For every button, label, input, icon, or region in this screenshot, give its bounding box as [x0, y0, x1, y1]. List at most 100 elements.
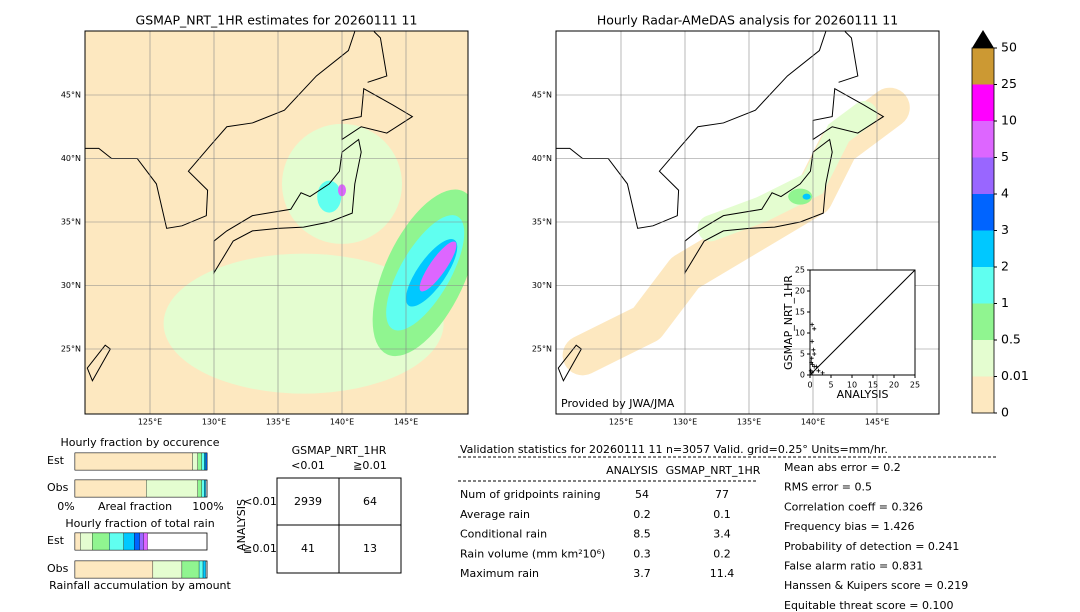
stat-value: 0.2 [713, 547, 731, 560]
col-label: <0.01 [291, 459, 325, 472]
y-axis-label: GSMAP_NRT_1HR [782, 275, 795, 370]
colorbar-label: 0.5 [1001, 332, 1021, 347]
score: Frequency bias = 1.426 [784, 520, 915, 533]
stat-value: 0.2 [633, 508, 651, 521]
coastline [86, 344, 111, 382]
fraction-segment [192, 452, 198, 471]
stat-value: 3.7 [633, 567, 651, 580]
fraction-segment [139, 532, 144, 551]
colorbar-segment [972, 48, 994, 85]
fraction-segment [204, 452, 206, 471]
lon-label: 135°E [266, 418, 290, 427]
rain-area [802, 193, 811, 200]
rain-area [788, 188, 813, 205]
fraction-segment [123, 532, 135, 551]
lon-label: 140°E [330, 418, 354, 427]
colorbar-segment [972, 267, 994, 304]
x-axis-label: ANALYSIS [837, 388, 889, 401]
colorbar-segment [972, 340, 994, 377]
table-cell: 64 [363, 495, 377, 508]
scatter-point [812, 364, 817, 369]
x-tick-label: 15 [868, 381, 878, 390]
coastline [557, 344, 582, 382]
colorbar-segment [972, 194, 994, 231]
lon-label: 125°E [609, 418, 633, 427]
colorbar-label: 1 [1001, 295, 1009, 310]
fraction-segment [74, 479, 147, 498]
lon-label: 140°E [801, 418, 825, 427]
fraction-segment [74, 452, 193, 471]
fraction-segment [205, 452, 208, 471]
stat-label: Average rain [460, 508, 530, 521]
stat-label: Rain volume (mm km²10⁶) [460, 547, 605, 560]
credit: Provided by JWA/JMA [561, 397, 675, 410]
stat-value: 0.3 [633, 547, 651, 560]
axis-label: ANALYSIS [235, 499, 248, 551]
row-label: ≧0.01 [243, 542, 277, 555]
col-header: GSMAP_NRT_1HR [666, 464, 761, 477]
lon-label: 130°E [202, 418, 226, 427]
y-tick-label: 25 [795, 266, 805, 275]
scatter-point [810, 322, 815, 327]
row-label: Est [47, 454, 65, 467]
lat-label: 40°N [61, 154, 81, 163]
x-tick-label: 20 [889, 381, 899, 390]
colorbar-extend [972, 30, 994, 48]
table-title: GSMAP_NRT_1HR [292, 444, 387, 457]
colorbar-segment [972, 121, 994, 158]
table-cell: 41 [301, 542, 315, 555]
x-tick-label: 25 [910, 381, 920, 390]
scatter-point [808, 368, 813, 373]
lon-label: 145°E [394, 418, 418, 427]
scatter-point [812, 352, 817, 356]
colorbar-segment [972, 303, 994, 340]
score: Correlation coeff = 0.326 [784, 500, 923, 513]
row-label: Obs [47, 562, 69, 575]
y-tick-label: 5 [800, 350, 805, 359]
score: Mean abs error = 0.2 [784, 461, 901, 474]
map-frame [555, 30, 940, 415]
scatter-point [816, 368, 821, 373]
colorbar-label: 5 [1001, 149, 1009, 164]
col-label: ≧0.01 [353, 459, 387, 472]
coastline [213, 138, 362, 275]
scatter-point [820, 370, 825, 375]
lon-label: 125°E [138, 418, 162, 427]
colorbar-label: 25 [1001, 76, 1017, 91]
colorbar-segment [972, 376, 994, 413]
stat-value: 11.4 [710, 567, 735, 580]
fraction-segment [197, 479, 202, 498]
fraction-segment [74, 532, 81, 551]
coastline [812, 87, 885, 141]
stat-value: 0.1 [713, 508, 731, 521]
fraction-segment [201, 479, 205, 498]
colorbar-label: 0.01 [1001, 368, 1029, 383]
rain-area [317, 180, 342, 213]
map-area [85, 31, 468, 414]
scatter-point [812, 326, 817, 331]
stat-label: Maximum rain [460, 567, 539, 580]
map-title: GSMAP_NRT_1HR estimates for 20260111 11 [136, 13, 418, 28]
fraction-segment [74, 560, 154, 579]
fraction-segment [181, 560, 200, 579]
fraction-segment [109, 532, 124, 551]
lat-label: 25°N [532, 345, 552, 354]
score: Probability of detection = 0.241 [784, 540, 959, 553]
fraction-segment [202, 560, 206, 579]
scatter-point [810, 362, 815, 367]
fraction-segment [92, 532, 110, 551]
fraction-segment [143, 532, 148, 551]
rain-area [419, 241, 457, 292]
colorbar-label: 2 [1001, 259, 1009, 274]
lat-label: 40°N [532, 154, 552, 163]
fraction-segment [80, 532, 93, 551]
y-tick-label: 0 [800, 371, 805, 380]
fraction-segment [197, 452, 202, 471]
colorbar-label: 4 [1001, 186, 1009, 201]
scatter-point [810, 339, 815, 344]
stat-value: 54 [635, 488, 649, 501]
x-tick-label: 5 [828, 381, 833, 390]
panel-title: Hourly fraction by occurence [61, 436, 220, 449]
validation-header: Validation statistics for 20260111 11 n=… [460, 443, 888, 456]
